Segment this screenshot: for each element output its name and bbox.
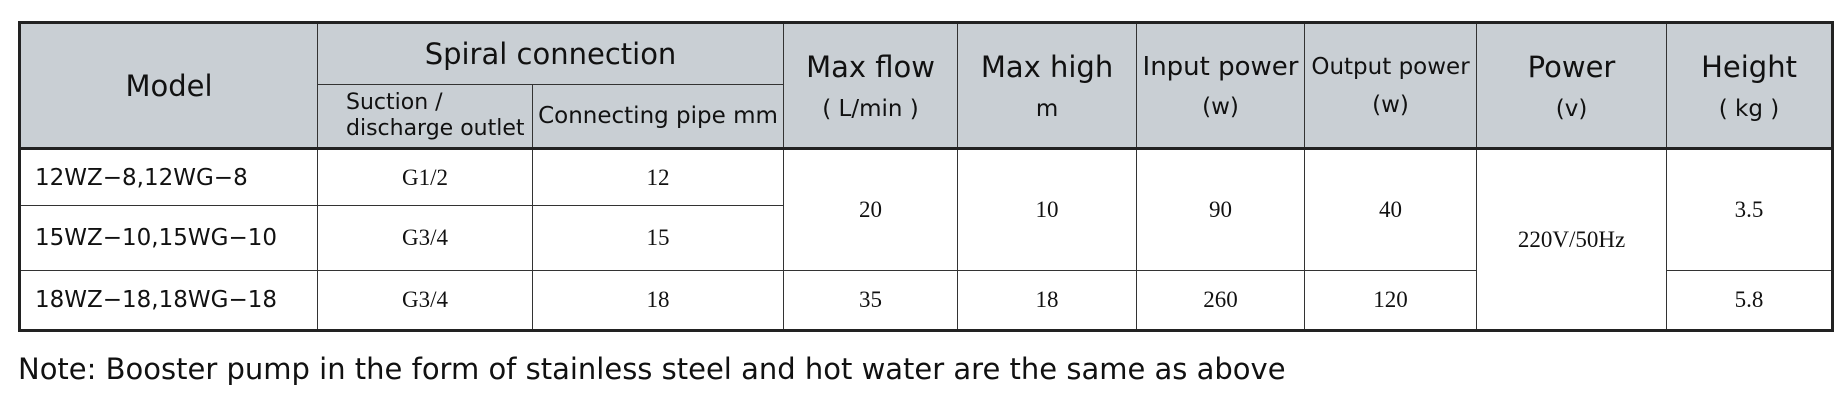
header-cell: Input power (w) (1136, 22, 1306, 150)
cell: G3/4 (317, 270, 533, 331)
cell: 18WZ−18,18WG−18 (19, 270, 318, 331)
header-unit: (v) (1555, 95, 1588, 122)
cell: 12WZ−8,12WG−8 (19, 148, 318, 206)
header-cell: Suction / discharge outlet (317, 84, 533, 150)
cell: 12 (531, 148, 785, 206)
header-label: Max flow (806, 49, 935, 84)
header-cell: Max high m (957, 22, 1138, 150)
header-unit: ( L/min ) (822, 95, 919, 122)
header-label: Input power (1142, 51, 1299, 82)
cell: G1/2 (317, 148, 533, 206)
header-unit: (w) (1372, 91, 1409, 118)
cell: 10 (957, 148, 1138, 271)
header-cell: Output power (w) (1304, 22, 1478, 150)
header-cell: Model (19, 22, 318, 150)
cell: 5.8 (1666, 270, 1834, 331)
header-label: Max high (980, 49, 1114, 84)
cell: 3.5 (1666, 148, 1834, 271)
cell: 90 (1136, 148, 1306, 271)
cell: 18 (957, 270, 1138, 331)
header-label: Height (1701, 49, 1797, 84)
cell: 40 (1304, 148, 1478, 271)
cell: 35 (783, 270, 959, 331)
cell: G3/4 (317, 205, 533, 271)
header-cell: Max flow ( L/min ) (783, 22, 959, 150)
header-unit: m (1035, 95, 1059, 122)
cell: 15WZ−10,15WG−10 (19, 205, 318, 271)
cell: 220V/50Hz (1476, 148, 1668, 331)
header-label: discharge outlet (346, 116, 525, 141)
header-unit: ( kg ) (1718, 95, 1780, 122)
cell: 260 (1136, 270, 1306, 331)
cell: 20 (783, 148, 959, 271)
header-cell: Connecting pipe mm (531, 84, 785, 150)
header-cell: Spiral connection (316, 22, 785, 85)
cell: 15 (531, 205, 785, 271)
header-label: Suction / (346, 90, 443, 115)
header-label: Power (1527, 49, 1616, 84)
header-cell: Power (v) (1476, 22, 1668, 150)
header-label: Output power (1311, 53, 1470, 80)
cell: 120 (1304, 270, 1478, 331)
header-unit: (w) (1202, 93, 1239, 120)
header-cell: Height ( kg ) (1666, 22, 1834, 150)
spec-table: Model Spiral connection Max flow ( L/min … (18, 21, 1835, 332)
note: Note: Booster pump in the form of stainl… (18, 352, 1286, 386)
cell: 18 (531, 270, 785, 331)
